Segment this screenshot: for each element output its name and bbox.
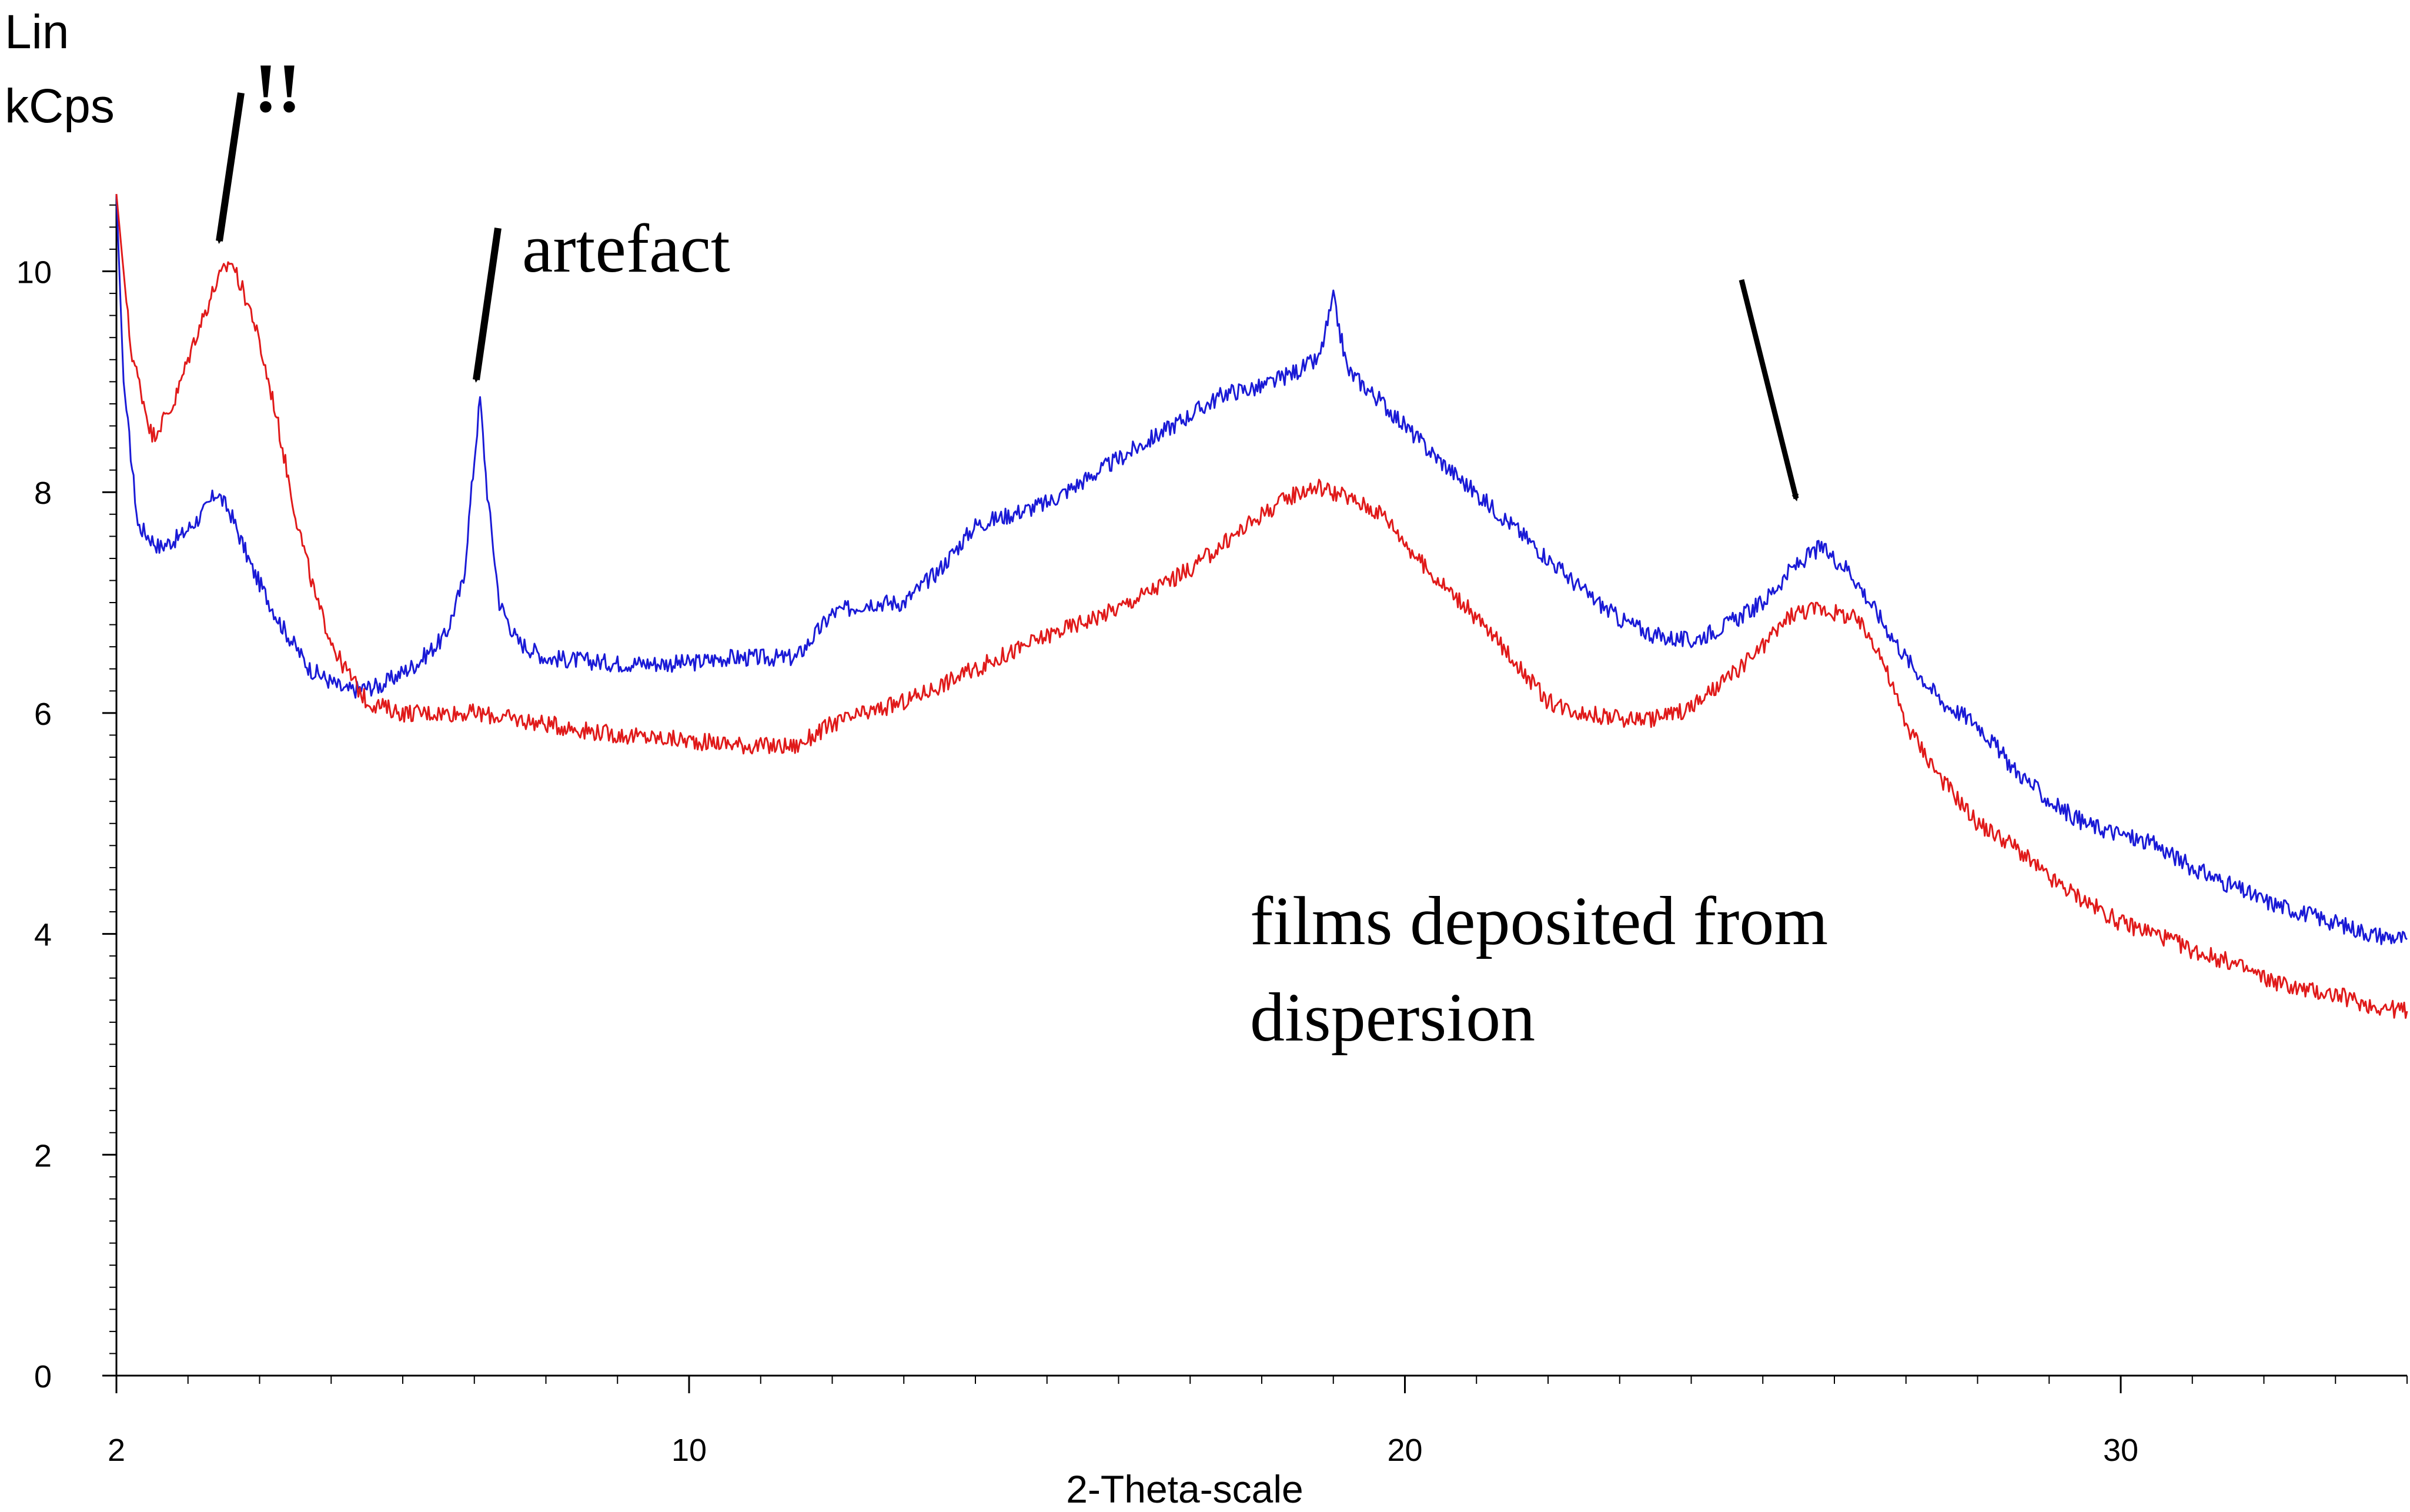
x-tick-label: 30 (2103, 1433, 2138, 1468)
arrow-peak-low-angle (216, 92, 245, 244)
x-tick-label: 2 (108, 1433, 125, 1468)
x-axis-title: 2-Theta-scale (1066, 1467, 1303, 1511)
arrow-artefact (473, 228, 502, 383)
y-tick-label: 8 (34, 476, 52, 511)
y-tick-label: 2 (34, 1138, 52, 1173)
y-axis-title-line2: kCps (5, 79, 115, 133)
series-layer (115, 193, 2408, 1019)
x-tick-label: 10 (671, 1433, 707, 1468)
arrow-high-angle-peak (1739, 279, 1799, 501)
y-tick-label: 0 (34, 1359, 52, 1394)
y-tick-label: 10 (16, 255, 52, 290)
y-tick-label: 4 (34, 918, 52, 953)
y-ticks: 0 2 4 6 8 10 (16, 255, 116, 1394)
y-tick-label: 6 (34, 697, 52, 732)
x-tick-label: 20 (1387, 1433, 1422, 1468)
annotation-films-line2: dispersion (1250, 979, 1535, 1056)
annotation-artefact: artefact (522, 210, 730, 287)
series-line-red (115, 193, 2408, 1019)
y-axis-title-line1: Lin (5, 5, 69, 59)
series-line-blue (115, 193, 2408, 945)
annotation-exclamation: !! (254, 49, 301, 127)
x-ticks: 2 10 20 30 (108, 1376, 2138, 1468)
annotation-films-line1: films deposited from (1250, 882, 1828, 959)
